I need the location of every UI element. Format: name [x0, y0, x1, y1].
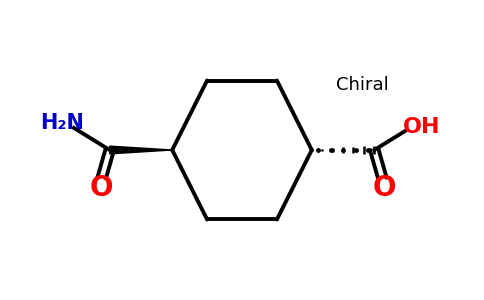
Polygon shape [110, 146, 172, 154]
Text: Chiral: Chiral [336, 76, 389, 94]
Text: O: O [90, 174, 113, 202]
Text: O: O [373, 174, 396, 202]
Text: H₂N: H₂N [40, 113, 84, 134]
Text: OH: OH [403, 117, 440, 136]
